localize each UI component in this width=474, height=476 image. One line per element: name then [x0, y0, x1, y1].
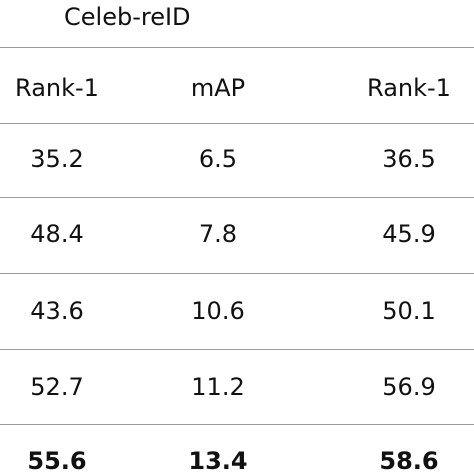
- header-top-rule: [0, 47, 474, 48]
- table-cell: 48.4: [30, 220, 84, 248]
- table-cell: 52.7: [30, 373, 84, 401]
- row-divider: [0, 349, 474, 350]
- table-cell: 35.2: [30, 145, 84, 173]
- header-map: mAP: [190, 74, 246, 102]
- table-cell: 7.8: [198, 220, 238, 248]
- table-cell: 43.6: [30, 297, 84, 325]
- header-rank1: Rank-1: [15, 74, 99, 102]
- row-divider: [0, 197, 474, 198]
- header-bottom-rule: [0, 123, 474, 124]
- table-cell: 45.9: [382, 220, 436, 248]
- table-cell: 6.5: [198, 145, 238, 173]
- table-cell-best: 13.4: [188, 447, 248, 475]
- header-rank1-second: Rank-1: [367, 74, 451, 102]
- table-cell: 10.6: [191, 297, 245, 325]
- table-cell-best: 55.6: [27, 447, 87, 475]
- table-cell-best: 58.6: [379, 447, 439, 475]
- dataset-title: Celeb-reID: [64, 3, 191, 31]
- table-cell: 56.9: [382, 373, 436, 401]
- table-cell: 11.2: [191, 373, 245, 401]
- table-cell: 36.5: [382, 145, 436, 173]
- table-cell: 50.1: [382, 297, 436, 325]
- row-divider: [0, 273, 474, 274]
- row-divider: [0, 424, 474, 425]
